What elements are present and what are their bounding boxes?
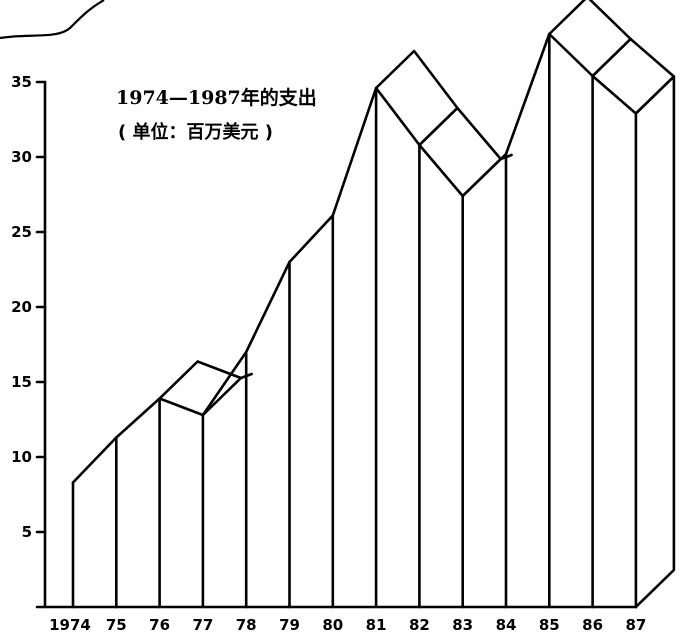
top-face (374, 49, 459, 147)
ribbon-surface (71, 0, 676, 609)
y-tick-label: 15 (11, 373, 32, 391)
x-tick-label: 79 (279, 616, 300, 633)
page-edge-curve (0, 0, 105, 40)
x-tick-label: 78 (236, 616, 257, 633)
x-tick-label: 87 (625, 616, 646, 633)
y-tick-label: 30 (11, 148, 32, 166)
chart-subtitle: ( 单位：百万美元 ) (118, 121, 273, 143)
x-tick-label: 75 (106, 616, 127, 633)
y-tick-label: 20 (11, 298, 32, 316)
end-face (634, 75, 676, 609)
x-tick-label: 76 (149, 616, 170, 633)
top-face (591, 37, 676, 115)
top-face (418, 106, 502, 198)
top-face-edge (239, 372, 254, 380)
x-tick-label: 80 (322, 616, 343, 633)
y-tick-label: 5 (22, 523, 32, 541)
top-face (548, 0, 632, 78)
x-tick-label: 86 (582, 616, 603, 633)
x-tick-label: 82 (409, 616, 430, 633)
y-tick-label: 25 (11, 223, 32, 241)
y-tick-label: 35 (11, 73, 32, 91)
x-tick-label: 85 (539, 616, 560, 633)
x-tick-label: 83 (452, 616, 473, 633)
x-axis-ticks: 1974 75 76 77 78 79 80 81 82 83 84 85 86 87 (49, 616, 646, 633)
y-axis-ticks: 5 10 15 20 25 30 35 (11, 73, 47, 541)
y-tick-label: 10 (11, 448, 32, 466)
x-tick-label: 1974 (49, 616, 91, 633)
chart-title: 1974—1987年的支出 (116, 86, 317, 109)
x-tick-label: 81 (366, 616, 387, 633)
data-line (71, 32, 638, 484)
x-tick-label: 84 (496, 616, 517, 633)
top-face (158, 360, 243, 417)
top-face-edge (499, 153, 513, 161)
x-tick-label: 77 (192, 616, 213, 633)
axes (35, 80, 638, 609)
